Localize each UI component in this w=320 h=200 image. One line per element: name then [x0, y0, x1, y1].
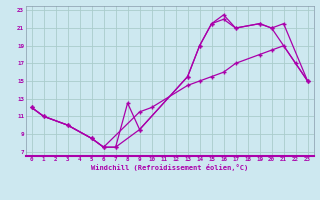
X-axis label: Windchill (Refroidissement éolien,°C): Windchill (Refroidissement éolien,°C): [91, 164, 248, 171]
